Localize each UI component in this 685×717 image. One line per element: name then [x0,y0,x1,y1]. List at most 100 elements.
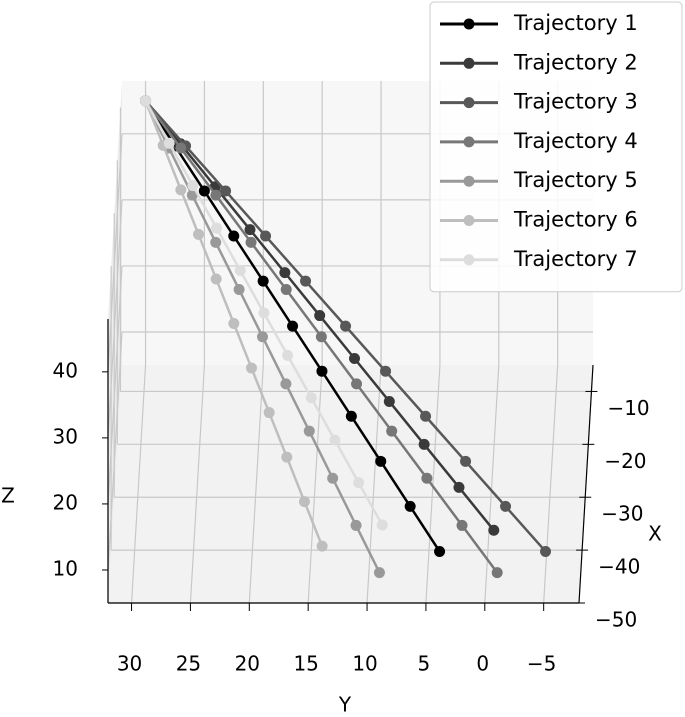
trajectory-point [193,228,205,240]
y-tick-label: 25 [176,652,201,676]
trajectory-point [228,317,240,329]
trajectory-point [316,540,328,552]
trajectory-point [140,95,152,107]
y-tick-label: 10 [352,652,377,676]
trajectory-point [287,320,299,332]
trajectory-point [491,567,503,579]
trajectory-point [460,455,472,467]
x-tick-label: −20 [604,449,646,473]
trajectory-point [380,365,392,377]
trajectory-point [228,230,240,242]
trajectory-point [348,353,360,365]
trajectory-point [234,264,246,276]
marks [140,95,552,579]
trajectory-point [281,451,293,463]
trajectory-point [279,267,291,279]
trajectory-point [350,519,362,531]
grid-line [484,364,500,604]
legend-marker [463,97,475,109]
trajectory-point [500,500,512,512]
grid-line [425,364,441,604]
legend-label: Trajectory 7 [513,247,638,271]
trajectory-point [420,410,432,422]
y-tick-label: 0 [476,652,489,676]
legend-label: Trajectory 2 [513,50,638,74]
trajectory-point [175,142,187,154]
trajectory-point [353,477,365,489]
trajectory-point [198,185,210,197]
trajectory-point [540,545,552,557]
legend-label: Trajectory 1 [513,11,638,35]
trajectory-point [282,349,294,361]
legend-label: Trajectory 3 [513,90,638,114]
y-tick-label: 30 [117,652,142,676]
trajectory-point [373,567,385,579]
trajectory-point [220,185,232,197]
legend-marker [463,254,475,266]
trajectory-point [263,407,275,419]
legend-label: Trajectory 4 [513,129,638,153]
grid-line [107,331,123,571]
trajectory-point [245,236,257,248]
trajectory-point [386,425,398,437]
trajectory-point [280,284,292,296]
trajectory-point [210,273,222,285]
trajectory-point [260,230,272,242]
x-tick-label: −40 [598,555,640,579]
grid-line [130,364,147,604]
y-tick-label: 20 [235,652,260,676]
axis-line [578,364,594,604]
x-axis-label: X [648,522,662,546]
trajectory-point [351,378,363,390]
y-axis-label: Y [338,693,352,717]
trajectory-point [375,455,387,467]
trajectory-point [404,500,416,512]
trajectory-point [211,222,223,234]
x-tick-label: −30 [601,502,643,526]
legend-marker [463,136,475,148]
x-tick-label: −10 [607,396,649,420]
trajectory-point [280,378,292,390]
trajectory-point [210,236,222,248]
trajectory-point [258,307,270,319]
trajectory-point [300,275,312,287]
grid-line [248,364,264,604]
trajectory-point [257,275,269,287]
trajectory-point [244,224,256,236]
trajectory-point [186,189,198,201]
z-tick-label: 10 [53,556,78,580]
legend-marker [463,57,475,69]
trajectory-point [187,180,199,192]
grid-line [189,364,206,604]
trajectory-point [383,395,395,407]
grid-line [107,133,123,372]
legend-marker [463,18,475,30]
trajectory-point [256,331,268,343]
grid-line [307,364,323,604]
trajectory-point [453,481,465,493]
legend-label: Trajectory 5 [513,168,638,192]
y-tick-label: −5 [527,652,556,676]
trajectory-point [421,472,433,484]
grid-line [366,364,382,604]
trajectory-point [315,331,327,343]
trajectory-point [340,320,352,332]
y-tick-label: 5 [418,652,431,676]
floor-pane [108,365,593,603]
legend: Trajectory 1 Trajectory 2 Trajectory 3 Traj… [429,1,683,293]
trajectory-point [303,425,315,437]
trajectory-point [327,472,339,484]
x-tick-label: −50 [595,608,637,632]
trajectory-point [329,434,341,446]
trajectory-point [345,410,357,422]
trajectory-point [305,392,317,404]
grid-line [543,364,559,604]
trajectory-point [298,496,310,508]
trajectory-point [233,284,245,296]
z-tick-label: 20 [53,490,78,514]
legend-marker [463,215,475,226]
trajectory-point [456,519,468,531]
legend-marker [463,175,475,187]
z-axis-label: Z [1,484,15,508]
